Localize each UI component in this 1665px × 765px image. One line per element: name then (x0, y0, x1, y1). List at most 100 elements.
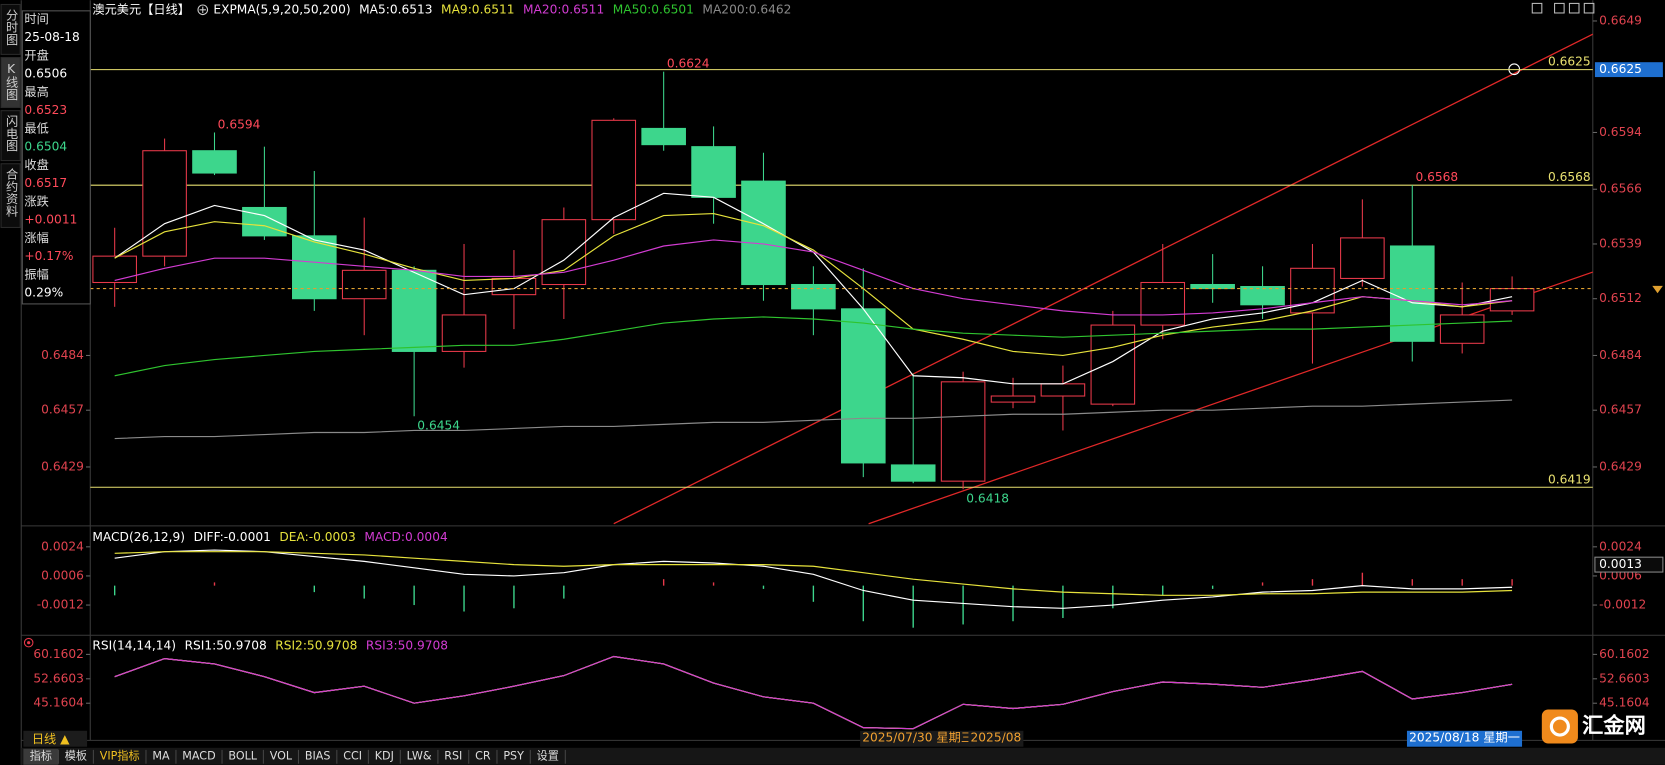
logo-text: 汇金网 (1582, 713, 1646, 739)
candle-body (1340, 237, 1385, 279)
y-tick-label: 45.1604 (1599, 696, 1650, 710)
toolbar-tab[interactable]: LW& (407, 749, 432, 762)
legend-item: DEA:-0.0003 (279, 530, 355, 544)
legend-item: MA20:0.6511 (523, 2, 604, 16)
candle-body (341, 269, 387, 300)
window-button[interactable] (1531, 2, 1543, 14)
indicator-line (114, 399, 1513, 440)
y-tick-label: 0.6429 (1599, 459, 1642, 473)
y-tick-label: 0.0024 (1599, 539, 1642, 553)
window-button[interactable] (1554, 2, 1565, 14)
candle-body (840, 308, 886, 464)
y-tick-label: -0.0012 (1599, 598, 1646, 612)
settings-icon-dot (27, 641, 31, 645)
candle-body (691, 146, 736, 198)
sidebar-tab-bg[interactable] (0, 110, 21, 162)
trend-line (868, 271, 1594, 525)
y-tick-label: 0.0024 (41, 539, 84, 553)
sidebar-tab[interactable]: 闪电图 (4, 115, 18, 152)
toolbar-tab[interactable]: RSI (444, 749, 462, 762)
sidebar-tab-bg[interactable] (0, 3, 21, 55)
y-tick-label: 0.6539 (1599, 236, 1642, 250)
date-label-box (968, 730, 1024, 747)
y-tick-label: 60.1602 (1599, 647, 1649, 661)
info-value: +0.17% (24, 249, 73, 263)
y-tick-label: 45.1604 (33, 696, 84, 710)
y-tick-label: 0.6594 (1599, 125, 1642, 139)
info-value: 0.6506 (24, 66, 67, 80)
low-label: 0.6454 (417, 418, 460, 432)
legend-item: RSI1:50.9708 (185, 638, 267, 652)
toolbar-tab[interactable]: 模板 (65, 748, 87, 762)
candle-body (1389, 245, 1435, 342)
high-label: 0.6568 (1415, 170, 1458, 184)
toolbar-tab[interactable]: 指标 (30, 748, 52, 762)
indicator-line (114, 316, 1513, 377)
sidebar-tab[interactable]: K线图 (4, 62, 18, 100)
candle-body (990, 395, 1036, 403)
toolbar-tab[interactable]: MA (152, 749, 170, 762)
candle-body (192, 150, 237, 174)
toolbar-tab[interactable]: MACD (182, 749, 215, 762)
toolbar-tab[interactable]: BIAS (305, 749, 331, 762)
period-box[interactable] (23, 730, 88, 747)
candle-body (1090, 324, 1136, 405)
info-value: 0.29% (24, 286, 63, 300)
toolbar-tab[interactable]: 设置 (537, 749, 559, 762)
y-tick-label: 60.1602 (33, 647, 83, 661)
candle-body (890, 464, 936, 482)
legend-item: MA200:0.6462 (702, 2, 791, 16)
chart-title: RSI(14,14,14) (92, 638, 176, 652)
info-label: 收盘 (24, 157, 48, 172)
candle-body (92, 255, 137, 284)
price-marker-box (1594, 556, 1664, 573)
date-label-box (860, 730, 976, 747)
date-label: 2025/08 (971, 731, 1022, 745)
sidebar-tab[interactable]: 分时图 (4, 8, 18, 45)
y-tick-label: 0.0006 (41, 568, 84, 582)
info-label: 开盘 (24, 47, 48, 62)
trend-line (613, 33, 1594, 525)
settings-icon[interactable] (23, 637, 34, 648)
window-button[interactable] (1568, 2, 1580, 14)
legend-item: RSI3:50.9708 (366, 638, 448, 652)
y-tick-label: -0.0012 (37, 598, 84, 612)
y-tick-label: 52.6603 (1599, 671, 1649, 685)
y-tick-label: 0.6457 (1599, 403, 1642, 417)
toolbar-tab[interactable]: KDJ (375, 749, 394, 762)
date-label-box (1406, 730, 1523, 747)
toolbar-tab[interactable]: PSY (503, 749, 524, 762)
y-tick-label: 0.6484 (1599, 348, 1642, 362)
high-label: 0.6624 (667, 57, 710, 71)
info-value: +0.0011 (24, 213, 77, 227)
y-tick-label: 0.6512 (1599, 291, 1642, 305)
indicator-line (114, 551, 1513, 596)
period[interactable]: 日线 ▲ (32, 732, 70, 746)
toolbar-tab[interactable]: VOL (270, 749, 293, 762)
y-tick-label: 0.6429 (41, 459, 84, 473)
add-indicator-icon[interactable] (197, 4, 209, 16)
toolbar-tab[interactable]: CCI (343, 749, 362, 762)
candle-body (641, 127, 686, 146)
window-button[interactable] (1583, 2, 1595, 14)
price-marker: 0.6625 (1599, 62, 1642, 76)
chart-title: MACD(26,12,9) (92, 530, 185, 544)
sidebar-tab[interactable]: 合约资料 (4, 167, 18, 217)
horizontal-line-label: 0.6419 (1548, 472, 1591, 486)
sidebar-tab-bg[interactable] (0, 163, 21, 228)
legend-item: RSI2:50.9708 (275, 638, 357, 652)
horizontal-line-label: 0.6568 (1548, 170, 1591, 184)
sidebar-tab-bg[interactable] (0, 57, 21, 109)
toolbar-tab[interactable]: VIP指标 (100, 748, 140, 762)
toolbar (21, 747, 1665, 765)
info-value: 0.6523 (24, 103, 67, 117)
low-label: 0.6418 (966, 491, 1009, 505)
candle-body (391, 269, 437, 352)
info-label: 涨幅 (24, 230, 48, 245)
info-value: 0.6504 (24, 139, 67, 153)
toolbar-tab[interactable]: BOLL (228, 749, 257, 762)
toolbar-tab[interactable]: CR (475, 749, 491, 762)
logo-ring (1549, 716, 1570, 737)
info-label: 最低 (24, 121, 48, 135)
